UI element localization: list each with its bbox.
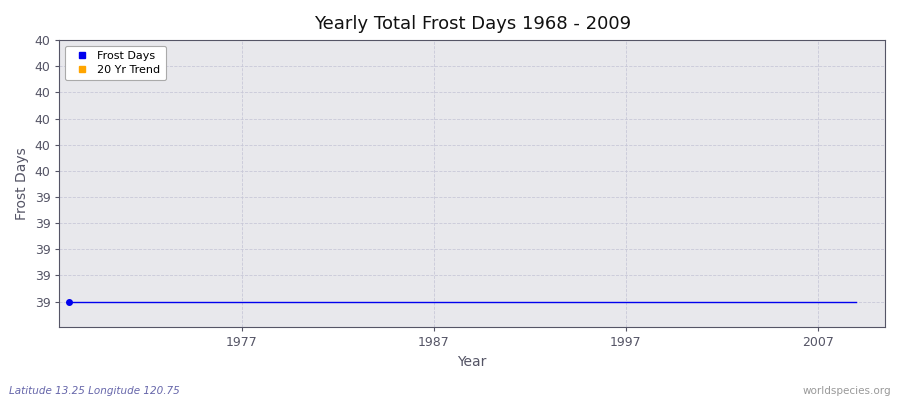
Text: Latitude 13.25 Longitude 120.75: Latitude 13.25 Longitude 120.75 (9, 386, 180, 396)
X-axis label: Year: Year (457, 355, 487, 369)
Text: worldspecies.org: worldspecies.org (803, 386, 891, 396)
Y-axis label: Frost Days: Frost Days (15, 147, 29, 220)
Title: Yearly Total Frost Days 1968 - 2009: Yearly Total Frost Days 1968 - 2009 (314, 15, 631, 33)
Legend: Frost Days, 20 Yr Trend: Frost Days, 20 Yr Trend (65, 46, 166, 80)
